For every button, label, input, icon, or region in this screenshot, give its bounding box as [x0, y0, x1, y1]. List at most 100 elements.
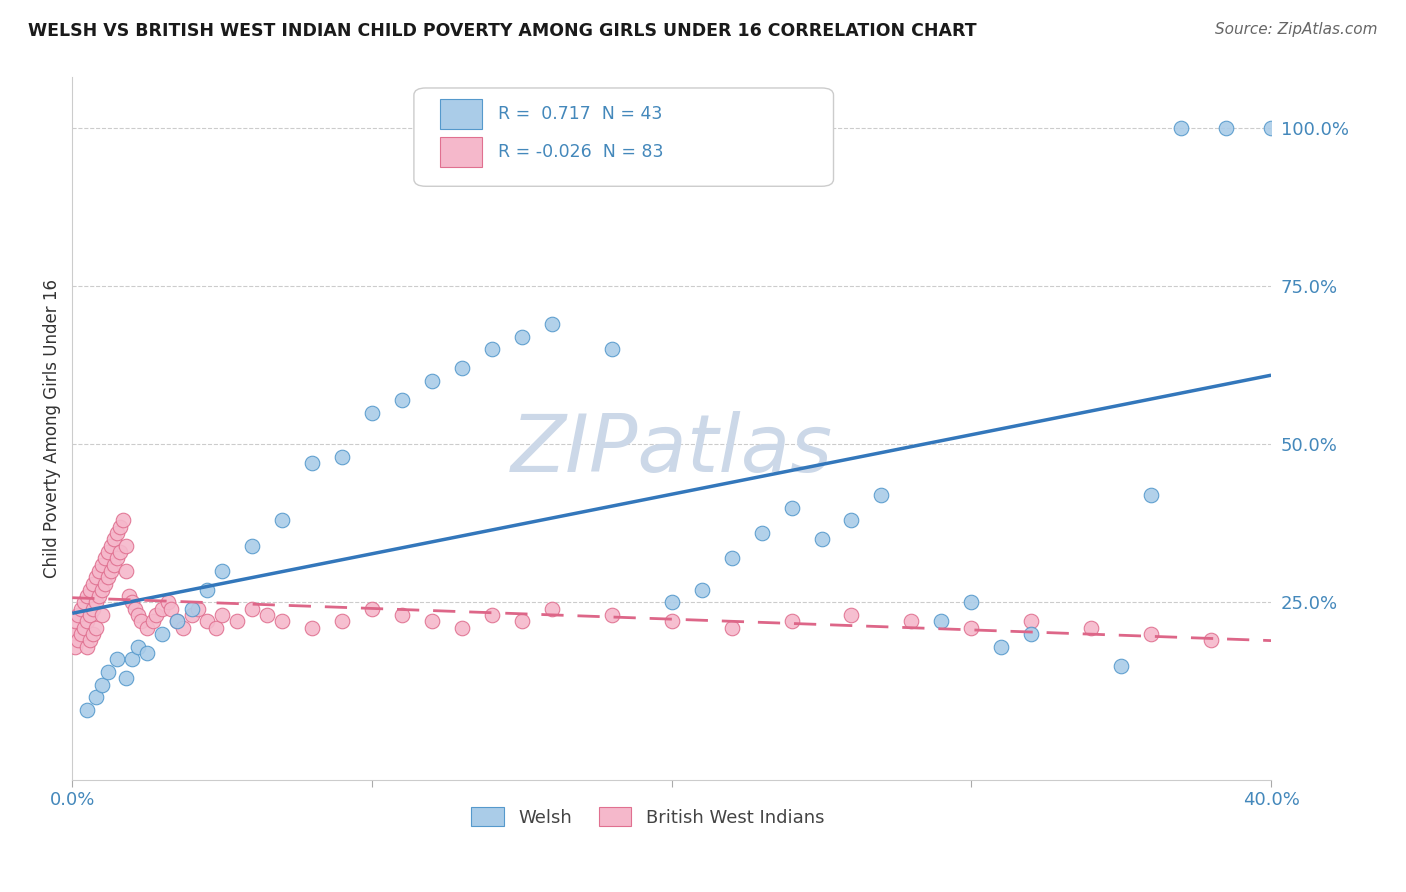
Point	[211, 564, 233, 578]
Point	[97, 545, 120, 559]
Point	[1021, 627, 1043, 641]
Point	[931, 615, 953, 629]
Point	[94, 551, 117, 566]
Text: R = -0.026  N = 83: R = -0.026 N = 83	[498, 143, 664, 161]
Point	[84, 595, 107, 609]
Point	[127, 640, 149, 654]
Point	[780, 615, 803, 629]
Point	[79, 582, 101, 597]
Point	[105, 652, 128, 666]
Y-axis label: Child Poverty Among Girls Under 16: Child Poverty Among Girls Under 16	[44, 279, 60, 578]
Point	[76, 703, 98, 717]
Point	[166, 615, 188, 629]
Point	[91, 582, 114, 597]
FancyBboxPatch shape	[440, 137, 482, 167]
Point	[720, 621, 742, 635]
Point	[510, 615, 533, 629]
Point	[108, 545, 131, 559]
Point	[103, 558, 125, 572]
Point	[391, 392, 413, 407]
Point	[1260, 121, 1282, 136]
FancyBboxPatch shape	[413, 88, 834, 186]
Point	[103, 533, 125, 547]
Point	[420, 615, 443, 629]
Point	[1170, 121, 1192, 136]
Point	[142, 615, 165, 629]
Point	[160, 602, 183, 616]
Point	[76, 589, 98, 603]
Point	[112, 513, 135, 527]
Point	[105, 525, 128, 540]
Point	[720, 551, 742, 566]
Point	[1109, 658, 1132, 673]
Point	[271, 615, 294, 629]
Point	[73, 595, 96, 609]
Point	[76, 640, 98, 654]
Point	[195, 582, 218, 597]
Point	[166, 615, 188, 629]
Point	[900, 615, 922, 629]
Point	[124, 602, 146, 616]
Point	[361, 406, 384, 420]
Point	[94, 576, 117, 591]
Point	[256, 608, 278, 623]
Point	[91, 678, 114, 692]
Point	[600, 343, 623, 357]
Point	[841, 513, 863, 527]
Point	[187, 602, 209, 616]
Point	[82, 576, 104, 591]
Point	[540, 602, 562, 616]
Point	[67, 608, 90, 623]
Point	[100, 564, 122, 578]
Point	[79, 608, 101, 623]
Point	[105, 551, 128, 566]
Point	[136, 621, 159, 635]
Point	[70, 602, 93, 616]
Point	[115, 539, 138, 553]
Point	[240, 539, 263, 553]
Point	[330, 615, 353, 629]
Point	[91, 608, 114, 623]
Point	[157, 595, 180, 609]
Point	[1140, 627, 1163, 641]
Point	[661, 615, 683, 629]
Text: ZIPatlas: ZIPatlas	[510, 410, 832, 489]
Point	[1215, 121, 1237, 136]
Point	[100, 539, 122, 553]
Point	[205, 621, 228, 635]
Point	[450, 361, 472, 376]
Point	[136, 646, 159, 660]
Point	[89, 564, 111, 578]
Point	[1080, 621, 1102, 635]
Point	[240, 602, 263, 616]
Point	[150, 602, 173, 616]
Point	[181, 608, 204, 623]
Point	[690, 582, 713, 597]
Point	[481, 343, 503, 357]
Point	[1021, 615, 1043, 629]
Point	[67, 633, 90, 648]
Point	[301, 621, 323, 635]
Point	[97, 665, 120, 679]
Point	[70, 627, 93, 641]
Point	[79, 633, 101, 648]
Point	[301, 456, 323, 470]
Point	[65, 640, 87, 654]
Point	[121, 652, 143, 666]
Point	[82, 602, 104, 616]
Point	[870, 488, 893, 502]
Point	[810, 533, 832, 547]
Point	[661, 595, 683, 609]
Point	[115, 564, 138, 578]
Point	[330, 450, 353, 464]
Point	[118, 589, 141, 603]
Point	[172, 621, 194, 635]
Point	[108, 519, 131, 533]
Point	[127, 608, 149, 623]
Point	[84, 570, 107, 584]
Point	[89, 589, 111, 603]
Point	[84, 621, 107, 635]
Point	[60, 627, 83, 641]
Point	[361, 602, 384, 616]
Point	[226, 615, 249, 629]
